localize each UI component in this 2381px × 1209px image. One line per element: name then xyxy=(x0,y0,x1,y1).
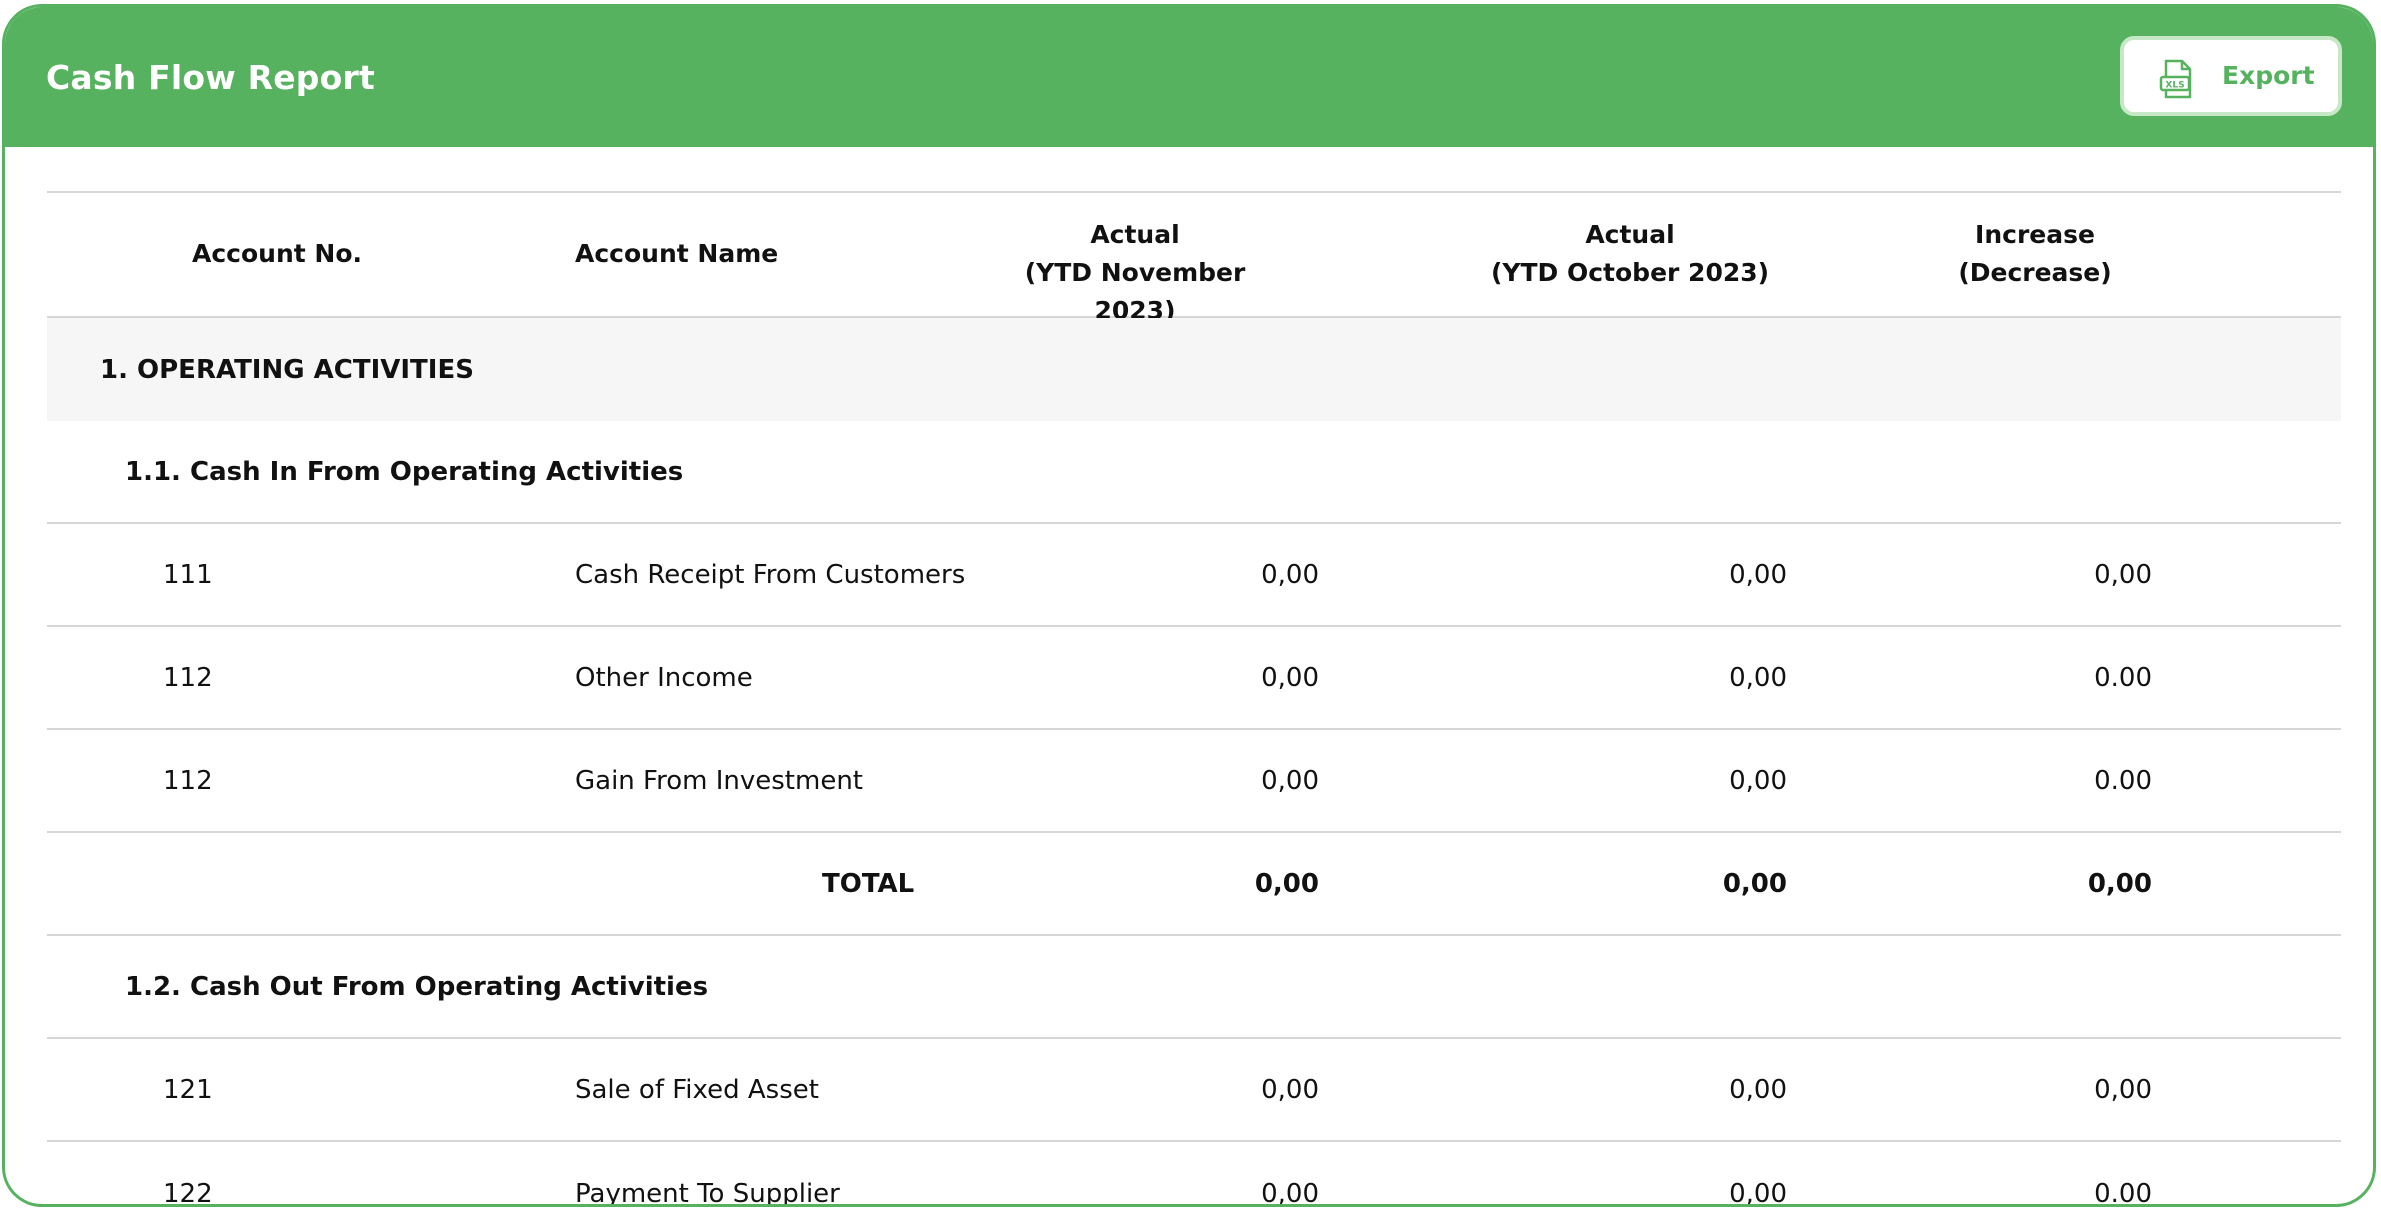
actual-nov-value: 0,00 xyxy=(1261,1178,1319,1207)
export-button[interactable]: XLS Export xyxy=(2120,36,2342,116)
total-increase: 0,00 xyxy=(2087,868,2152,899)
actual-nov-value: 0,00 xyxy=(1261,1074,1319,1105)
increase-value: 0.00 xyxy=(2094,765,2152,796)
table-row: 122 Payment To Supplier 0,00 0,00 0.00 xyxy=(47,1142,2341,1207)
actual-oct-value: 0,00 xyxy=(1729,662,1787,693)
total-row: TOTAL 0,00 0,00 0,00 xyxy=(47,833,2341,936)
export-label: Export xyxy=(2222,61,2315,90)
subsection-title: 1.2. Cash Out From Operating Activities xyxy=(125,971,709,1002)
cash-flow-report-card: Cash Flow Report XLS Export Account No. … xyxy=(2,4,2376,1207)
column-header-increase: Increase (Decrease) xyxy=(1945,216,2125,292)
account-no: 112 xyxy=(163,662,213,693)
account-name: Cash Receipt From Customers xyxy=(575,559,966,590)
account-no: 111 xyxy=(163,559,213,590)
increase-value: 0,00 xyxy=(2094,1074,2152,1105)
increase-value: 0,00 xyxy=(2094,559,2152,590)
column-header-line: Actual xyxy=(1585,220,1675,249)
column-header-account-name: Account Name xyxy=(575,239,779,268)
column-header-actual-nov: Actual (YTD November 2023) xyxy=(995,216,1275,330)
column-header-line: Actual xyxy=(1090,220,1180,249)
cash-flow-table: Account No. Account Name Actual (YTD Nov… xyxy=(47,191,2341,1207)
table-row: 111 Cash Receipt From Customers 0,00 0,0… xyxy=(47,524,2341,627)
account-name: Other Income xyxy=(575,662,753,693)
actual-oct-value: 0,00 xyxy=(1729,559,1787,590)
column-header-line: (YTD November 2023) xyxy=(1024,258,1246,325)
section-title: 1. OPERATING ACTIVITIES xyxy=(100,354,474,385)
increase-value: 0.00 xyxy=(2094,662,2152,693)
report-header: Cash Flow Report XLS Export xyxy=(5,7,2373,147)
account-name: Sale of Fixed Asset xyxy=(575,1074,819,1105)
total-actual-oct: 0,00 xyxy=(1722,868,1787,899)
actual-oct-value: 0,00 xyxy=(1729,765,1787,796)
table-row: 112 Other Income 0,00 0,00 0.00 xyxy=(47,627,2341,730)
table-row: 121 Sale of Fixed Asset 0,00 0,00 0,00 xyxy=(47,1039,2341,1142)
column-header-line: Increase xyxy=(1975,220,2095,249)
actual-nov-value: 0,00 xyxy=(1261,559,1319,590)
svg-text:XLS: XLS xyxy=(2165,81,2184,91)
total-actual-nov: 0,00 xyxy=(1254,868,1319,899)
total-label: TOTAL xyxy=(822,868,915,899)
account-no: 112 xyxy=(163,765,213,796)
subsection-row: 1.2. Cash Out From Operating Activities xyxy=(47,936,2341,1039)
actual-oct-value: 0,00 xyxy=(1729,1074,1787,1105)
subsection-row: 1.1. Cash In From Operating Activities xyxy=(47,421,2341,524)
subsection-title: 1.1. Cash In From Operating Activities xyxy=(125,456,684,487)
table-row: 112 Gain From Investment 0,00 0,00 0.00 xyxy=(47,730,2341,833)
account-no: 122 xyxy=(163,1178,213,1207)
page-title: Cash Flow Report xyxy=(46,58,375,97)
account-name: Payment To Supplier xyxy=(575,1178,840,1207)
actual-oct-value: 0,00 xyxy=(1729,1178,1787,1207)
table-header: Account No. Account Name Actual (YTD Nov… xyxy=(47,191,2341,325)
actual-nov-value: 0,00 xyxy=(1261,765,1319,796)
section-row: 1. OPERATING ACTIVITIES xyxy=(47,318,2341,421)
account-no: 121 xyxy=(163,1074,213,1105)
xls-file-icon: XLS xyxy=(2159,59,2192,99)
column-header-account-no: Account No. xyxy=(191,239,362,268)
account-name: Gain From Investment xyxy=(575,765,863,796)
column-header-line: (Decrease) xyxy=(1958,258,2112,287)
actual-nov-value: 0,00 xyxy=(1261,662,1319,693)
column-header-actual-oct: Actual (YTD October 2023) xyxy=(1490,216,1770,292)
column-header-line: (YTD October 2023) xyxy=(1490,258,1770,287)
increase-value: 0.00 xyxy=(2094,1178,2152,1207)
